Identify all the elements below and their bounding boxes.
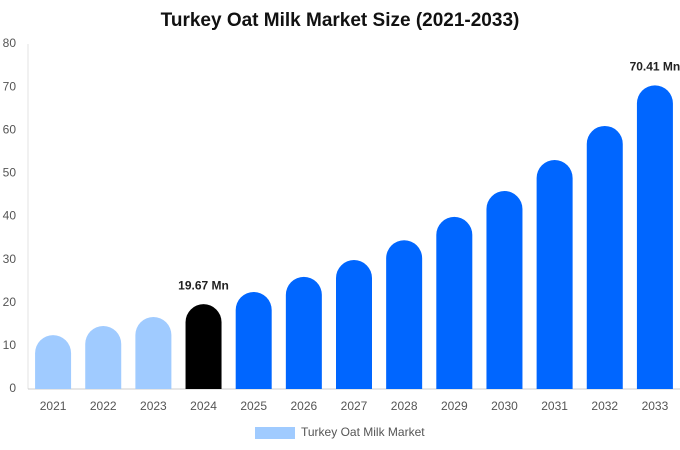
x-tick-label: 2021 (40, 399, 67, 413)
y-tick-label: 20 (3, 295, 17, 309)
x-tick-label: 2028 (391, 399, 418, 413)
legend-label: Turkey Oat Milk Market (301, 425, 425, 439)
x-tick-label: 2032 (591, 399, 618, 413)
y-tick-label: 40 (3, 209, 17, 223)
y-tick-label: 10 (3, 338, 17, 352)
bar (386, 240, 423, 389)
y-tick-label: 30 (3, 252, 17, 266)
bar (135, 316, 172, 389)
y-tick-label: 80 (3, 36, 17, 50)
bar (436, 216, 473, 389)
bar (235, 291, 272, 389)
x-tick-label: 2030 (491, 399, 518, 413)
bar (586, 125, 623, 389)
bar (486, 191, 523, 389)
x-tick-label: 2033 (642, 399, 669, 413)
chart-title: Turkey Oat Milk Market Size (2021-2033) (161, 10, 520, 31)
x-tick-label: 2023 (140, 399, 167, 413)
x-tick-label: 2031 (541, 399, 568, 413)
x-tick-label: 2027 (341, 399, 368, 413)
x-tick-label: 2022 (90, 399, 117, 413)
bar (636, 85, 673, 390)
x-tick-label: 2029 (441, 399, 468, 413)
data-label: 70.41 Mn (630, 60, 680, 74)
y-tick-label: 50 (3, 166, 17, 180)
y-tick-label: 70 (3, 79, 17, 93)
bar (35, 335, 72, 389)
bar (85, 326, 122, 389)
legend-swatch (255, 427, 295, 439)
y-tick-label: 0 (9, 381, 16, 395)
bar (536, 160, 573, 389)
x-tick-label: 2026 (290, 399, 317, 413)
x-tick-label: 2025 (240, 399, 267, 413)
x-tick-label: 2024 (190, 399, 217, 413)
y-tick-label: 60 (3, 122, 17, 136)
bar (185, 304, 222, 389)
bar (336, 260, 372, 389)
data-label: 19.67 Mn (178, 278, 229, 292)
bar (285, 276, 322, 389)
